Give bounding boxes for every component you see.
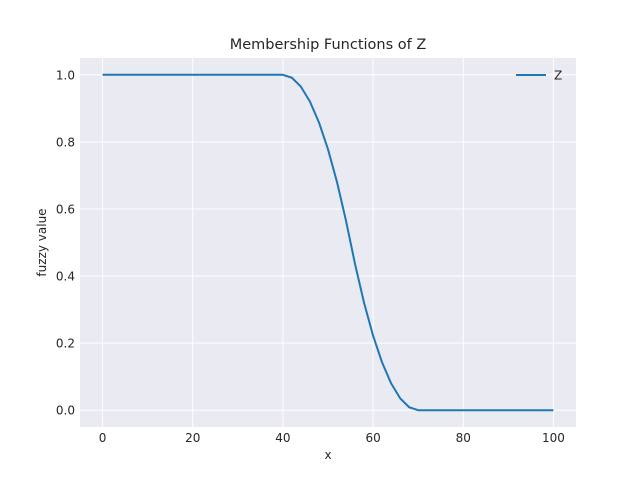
y-axis-label: fuzzy value <box>35 208 49 276</box>
x-tick-label: 60 <box>365 431 380 445</box>
y-tick-label: 0.8 <box>56 135 75 149</box>
x-tick-label: 0 <box>99 431 107 445</box>
chart-title: Membership Functions of Z <box>230 37 427 53</box>
plot-area <box>80 58 576 427</box>
legend: Z <box>516 69 562 83</box>
x-tick-label: 20 <box>185 431 200 445</box>
y-tick-label: 1.0 <box>56 68 75 82</box>
legend-label-z: Z <box>554 69 562 83</box>
x-axis-label: x <box>324 448 331 462</box>
x-tick-label: 80 <box>456 431 471 445</box>
series-layer <box>102 73 554 412</box>
y-tick-label: 0.6 <box>56 202 75 216</box>
y-tick-label: 0.0 <box>56 404 75 418</box>
y-tick-label: 0.4 <box>56 270 75 284</box>
grid <box>80 58 576 427</box>
y-tick-label: 0.2 <box>56 337 75 351</box>
tick-labels: 0 20 40 60 80 100 0.0 0.2 0.4 0.6 0.8 1.0 <box>56 68 565 445</box>
x-tick-label: 100 <box>542 431 565 445</box>
series-line-z <box>102 73 554 412</box>
x-tick-label: 40 <box>275 431 290 445</box>
